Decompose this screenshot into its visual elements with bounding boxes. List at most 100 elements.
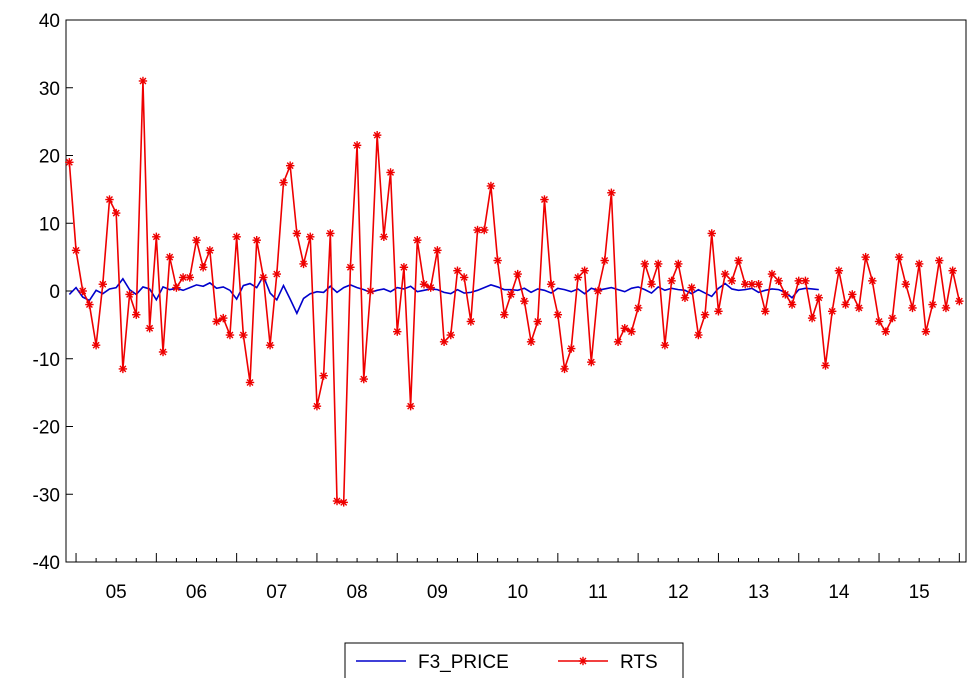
series-point bbox=[433, 246, 442, 255]
series-point bbox=[533, 317, 542, 326]
series-point bbox=[513, 269, 522, 279]
series-point bbox=[807, 313, 817, 323]
series-point bbox=[426, 283, 435, 292]
series-point bbox=[453, 266, 462, 275]
series-point bbox=[834, 266, 844, 275]
series-point bbox=[125, 290, 134, 299]
legend-item-rts: RTS bbox=[558, 652, 658, 673]
series-point bbox=[65, 158, 74, 167]
series-point bbox=[654, 259, 663, 269]
series-point bbox=[138, 76, 148, 86]
legend-label: RTS bbox=[620, 652, 658, 673]
y-tick-label: -40 bbox=[33, 553, 60, 574]
series-point bbox=[567, 344, 576, 353]
series-point bbox=[620, 324, 629, 333]
series-point bbox=[640, 259, 650, 269]
x-tick-label: 06 bbox=[186, 582, 207, 603]
series-point bbox=[861, 252, 870, 262]
x-tick-label: 14 bbox=[828, 582, 850, 603]
series-point bbox=[185, 273, 194, 282]
series-point bbox=[633, 303, 643, 313]
series-point bbox=[801, 276, 810, 286]
series-point bbox=[352, 141, 362, 150]
series-point bbox=[587, 357, 596, 367]
y-tick-label: 40 bbox=[39, 11, 60, 32]
series-point bbox=[111, 208, 121, 218]
series-point bbox=[366, 286, 375, 296]
legend-item-f3-price: F3_PRICE bbox=[356, 652, 509, 673]
series-point bbox=[219, 313, 228, 323]
series-point bbox=[232, 232, 241, 241]
x-tick-label: 12 bbox=[668, 582, 689, 603]
series-point bbox=[145, 324, 154, 333]
series-point bbox=[299, 259, 308, 269]
series-point bbox=[198, 263, 208, 272]
series-point bbox=[399, 263, 409, 272]
y-tick-label: 0 bbox=[49, 282, 60, 303]
series-point bbox=[928, 300, 937, 309]
y-tick-label: 20 bbox=[39, 147, 60, 168]
x-axis: 050607080910111213141516 bbox=[75, 553, 960, 603]
series-point bbox=[372, 130, 382, 140]
series-point bbox=[827, 307, 837, 316]
series-point bbox=[459, 273, 469, 282]
series-point bbox=[941, 303, 951, 313]
series-point bbox=[593, 286, 603, 296]
series-point bbox=[78, 286, 87, 296]
series-point bbox=[326, 229, 335, 238]
series-point bbox=[546, 280, 556, 289]
series-point bbox=[493, 256, 502, 265]
series-point bbox=[935, 256, 944, 265]
series-point bbox=[91, 341, 101, 350]
legend-label: F3_PRICE bbox=[418, 652, 509, 673]
series-point bbox=[312, 401, 322, 411]
series-point bbox=[526, 337, 536, 347]
series-point bbox=[948, 266, 957, 275]
series-point bbox=[285, 161, 295, 170]
series-point bbox=[339, 498, 348, 507]
series-point bbox=[212, 317, 221, 326]
x-tick-label: 15 bbox=[909, 582, 930, 603]
series-point bbox=[901, 280, 911, 289]
series-point bbox=[894, 252, 904, 262]
series-group bbox=[65, 76, 964, 507]
series-point bbox=[687, 283, 696, 292]
x-tick-label: 13 bbox=[748, 582, 769, 603]
series-line-rts bbox=[68, 80, 961, 504]
series-point bbox=[767, 269, 777, 279]
series-point bbox=[761, 307, 770, 316]
series-point bbox=[848, 290, 857, 299]
legend: F3_PRICE RTS bbox=[344, 642, 684, 678]
series-point bbox=[714, 307, 723, 316]
series-point bbox=[486, 181, 496, 191]
series-point bbox=[379, 232, 389, 241]
series-point bbox=[627, 327, 636, 336]
series-point bbox=[506, 290, 516, 299]
series-point bbox=[118, 364, 128, 374]
series-point bbox=[680, 293, 690, 302]
series-point bbox=[720, 269, 730, 279]
x-tick-label: 07 bbox=[266, 582, 287, 603]
series-point bbox=[319, 371, 328, 380]
series-point bbox=[573, 273, 583, 282]
series-point bbox=[346, 263, 355, 272]
y-tick-label: 30 bbox=[39, 79, 60, 100]
series-line-f3-price bbox=[68, 274, 819, 316]
x-tick-label: 08 bbox=[347, 582, 368, 603]
x-tick-label: 10 bbox=[507, 582, 528, 603]
series-point bbox=[874, 317, 884, 326]
y-tick-label: -20 bbox=[33, 418, 60, 439]
series-point bbox=[694, 330, 703, 340]
series-point bbox=[165, 252, 174, 262]
series-point bbox=[158, 347, 168, 357]
series-point bbox=[406, 401, 415, 411]
series-point bbox=[674, 259, 683, 269]
series-point bbox=[821, 361, 830, 370]
y-tick-label: -30 bbox=[33, 485, 60, 506]
series-point bbox=[540, 195, 549, 204]
series-point bbox=[607, 188, 616, 197]
series-point bbox=[192, 235, 201, 245]
x-tick-label: 09 bbox=[427, 582, 448, 603]
series-point bbox=[647, 280, 656, 289]
